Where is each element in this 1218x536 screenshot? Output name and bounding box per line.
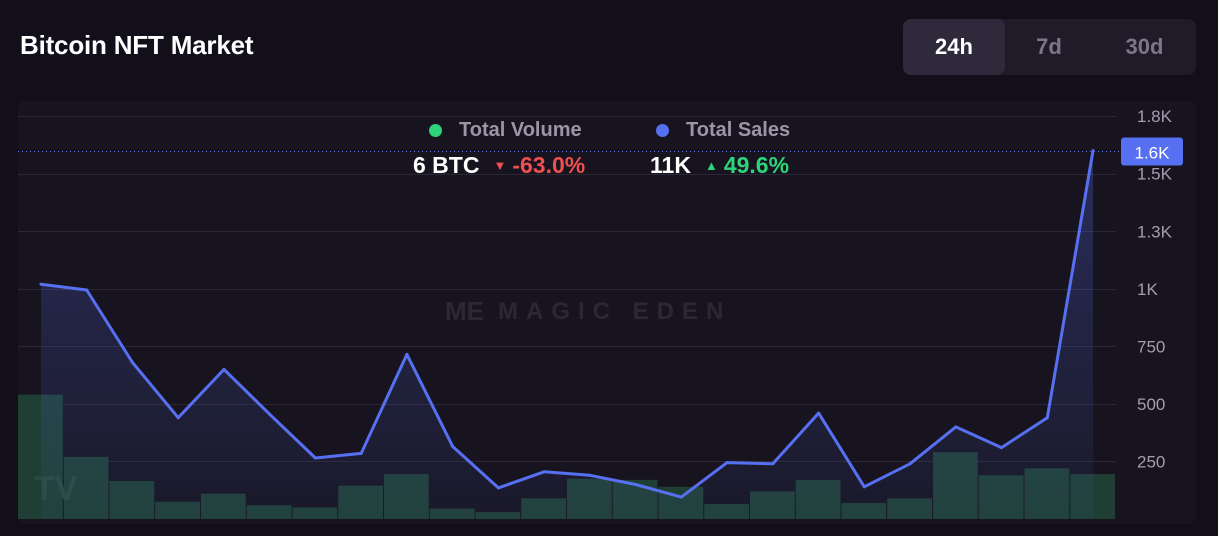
- sales-point: [359, 451, 363, 455]
- legend-volume[interactable]: Total Volume: [429, 119, 582, 142]
- sales-point: [954, 425, 958, 429]
- page-title: Bitcoin NFT Market: [20, 30, 254, 60]
- sales-point: [85, 288, 89, 292]
- volume-stat: 6 BTC ▼ -63.0%: [413, 152, 585, 179]
- sales-stat: 11K ▲ 49.6%: [650, 152, 789, 179]
- sales-point: [862, 485, 866, 489]
- sales-point: [268, 412, 272, 416]
- crosshair-badge: [1121, 137, 1183, 166]
- sales-point: [176, 416, 180, 420]
- sales-point: [1000, 446, 1004, 450]
- triangle-up-icon: ▲: [704, 158, 718, 173]
- volume-change: -63.0%: [512, 152, 586, 178]
- range-24h-button[interactable]: 24h: [903, 19, 1005, 75]
- range-30d-button[interactable]: 30d: [1125, 34, 1164, 59]
- sales-point: [634, 482, 638, 486]
- magic-eden-logo-icon: ME: [445, 296, 484, 326]
- sales-dot-icon: [656, 124, 669, 137]
- y-tick-label: 250: [1137, 452, 1165, 471]
- sales-point: [588, 473, 592, 477]
- range-7d-button[interactable]: 7d: [1036, 34, 1062, 59]
- sales-value: 11K: [650, 152, 691, 178]
- sales-point: [679, 495, 683, 499]
- sales-point: [725, 461, 729, 465]
- legend-volume-label: Total Volume: [459, 119, 582, 141]
- sales-point: [222, 367, 226, 371]
- time-range-selector: 24h 7d 30d: [903, 19, 1196, 75]
- sales-point: [1045, 416, 1049, 420]
- volume-value: 6 BTC: [413, 152, 480, 178]
- crosshair-value-label: 1.6K: [1135, 144, 1171, 163]
- sales-point: [313, 456, 317, 460]
- sales-point: [908, 462, 912, 466]
- watermark-text: MAGIC EDEN: [498, 297, 732, 325]
- sales-point: [817, 411, 821, 415]
- sales-area: [41, 150, 1093, 519]
- sales-point: [130, 360, 134, 364]
- sales-point: [1091, 149, 1095, 153]
- sales-point: [405, 352, 409, 356]
- sales-line: [40, 150, 1095, 499]
- y-tick-label: 1K: [1137, 280, 1158, 299]
- triangle-down-icon: ▼: [493, 158, 507, 173]
- sales-point: [39, 282, 43, 286]
- sales-point: [496, 486, 500, 490]
- sales-point: [542, 470, 546, 474]
- sales-change: 49.6%: [723, 152, 790, 178]
- y-tick-label: 750: [1137, 337, 1165, 356]
- legend-sales[interactable]: Total Sales: [656, 119, 790, 142]
- y-tick-label: 500: [1137, 395, 1165, 414]
- volume-dot-icon: [429, 124, 442, 137]
- sales-point: [771, 462, 775, 466]
- watermark: ME MAGIC EDEN: [445, 296, 731, 327]
- y-tick-label: 1.8K: [1137, 107, 1173, 126]
- sales-point: [451, 444, 455, 448]
- y-tick-label: 1.5K: [1137, 165, 1173, 184]
- y-tick-label: 1.3K: [1137, 222, 1173, 241]
- legend-sales-label: Total Sales: [686, 119, 791, 141]
